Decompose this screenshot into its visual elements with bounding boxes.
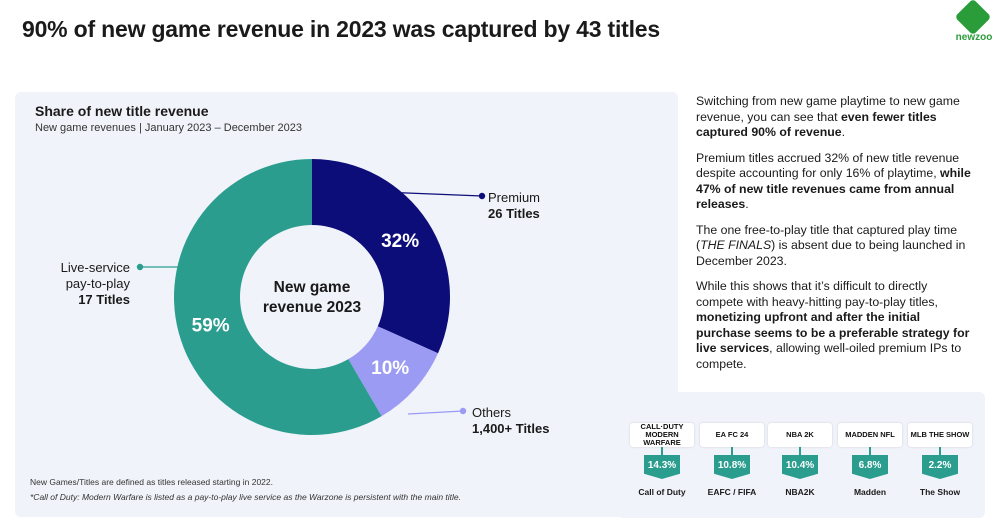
commentary-p1: Switching from new game playtime to new … bbox=[696, 94, 960, 139]
eafc-logo: EA FC 24 bbox=[700, 423, 764, 447]
call-of-duty-logo: CALL·DUTY MODERN WARFARE bbox=[630, 423, 694, 447]
callout-premium-name: Premium bbox=[488, 190, 541, 205]
callout-live-service-line2: pay-to-play bbox=[65, 276, 130, 291]
page-title: 90% of new game revenue in 2023 was capt… bbox=[22, 16, 660, 42]
connector bbox=[731, 447, 733, 455]
share-badge: 14.3% bbox=[644, 455, 680, 479]
title-card-the-show: MLB THE SHOW 2.2% The Show bbox=[908, 423, 972, 497]
connector bbox=[661, 447, 663, 455]
connector bbox=[799, 447, 801, 455]
callout-others: Others 1,400+ Titles bbox=[472, 405, 549, 437]
footnote-cod: *Call of Duty: Modern Warfare is listed … bbox=[30, 492, 462, 502]
chart-title: Share of new title revenue bbox=[35, 103, 209, 119]
title-card-madden: MADDEN NFL 6.8% Madden bbox=[838, 423, 902, 497]
nba2k-logo: NBA 2K bbox=[768, 423, 832, 447]
commentary-p4: While this shows that it’s difficult to … bbox=[696, 279, 970, 371]
commentary: Switching from new game playtime to new … bbox=[696, 94, 974, 382]
footnote-definition: New Games/Titles are defined as titles r… bbox=[30, 477, 274, 487]
callout-premium: Premium 26 Titles bbox=[488, 190, 540, 222]
newzoo-logo: newzoo bbox=[952, 0, 996, 46]
share-badge: 10.4% bbox=[782, 455, 818, 479]
title-name: The Show bbox=[919, 487, 961, 497]
share-badge: 6.8% bbox=[852, 455, 888, 479]
callout-premium-count: 26 Titles bbox=[488, 206, 540, 221]
callout-live-service-count: 17 Titles bbox=[78, 292, 130, 307]
callout-others-name: Others bbox=[472, 405, 512, 420]
chart-subtitle: New game revenues | January 2023 – Decem… bbox=[35, 122, 303, 134]
title-name: EAFC / FIFA bbox=[707, 487, 757, 497]
title-card-eafc: EA FC 24 10.8% EAFC / FIFA bbox=[700, 423, 764, 497]
title-card-call-of-duty: CALL·DUTY MODERN WARFARE 14.3% Call of D… bbox=[630, 423, 694, 497]
the-show-logo: MLB THE SHOW bbox=[908, 423, 972, 447]
title-card-nba2k: NBA 2K 10.4% NBA2K bbox=[768, 423, 832, 497]
newzoo-logo-icon bbox=[954, 0, 992, 36]
title-name: Call of Duty bbox=[638, 487, 686, 497]
commentary-p2: Premium titles accrued 32% of new title … bbox=[696, 150, 971, 212]
callout-others-count: 1,400+ Titles bbox=[472, 421, 550, 436]
connector bbox=[869, 447, 871, 455]
madden-logo: MADDEN NFL bbox=[838, 423, 902, 447]
share-badge: 10.8% bbox=[714, 455, 750, 479]
brand-name: newzoo bbox=[955, 32, 993, 43]
connector bbox=[939, 447, 941, 455]
title-name: Madden bbox=[853, 487, 887, 497]
callout-live-service-line1: Live-service bbox=[60, 260, 130, 275]
title-name: NBA2K bbox=[785, 487, 815, 497]
callout-live-service: Live-service pay-to-play 17 Titles bbox=[30, 260, 130, 308]
commentary-p3: The one free-to-play title that captured… bbox=[696, 222, 966, 268]
share-badge: 2.2% bbox=[922, 455, 958, 479]
